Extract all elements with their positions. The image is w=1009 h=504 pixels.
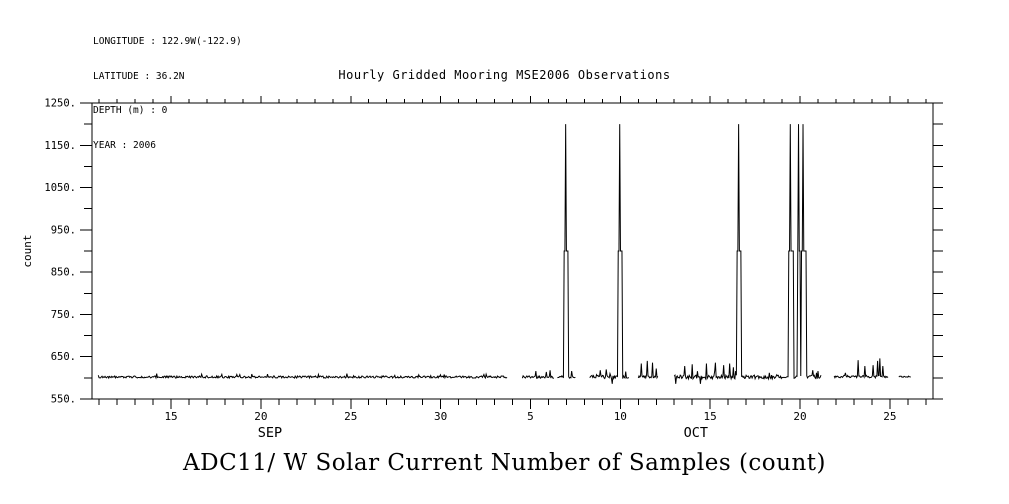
svg-text:550.: 550. bbox=[51, 394, 76, 406]
svg-text:30: 30 bbox=[434, 410, 447, 423]
series-sample-count bbox=[97, 124, 911, 384]
series-segment bbox=[673, 124, 822, 384]
svg-text:950.: 950. bbox=[51, 224, 76, 236]
svg-text:10: 10 bbox=[614, 410, 627, 423]
metadata-longitude: LONGITUDE : 122.9W(-122.9) bbox=[93, 36, 242, 47]
metadata-latitude: LATITUDE : 36.2N bbox=[93, 70, 185, 82]
svg-text:15: 15 bbox=[704, 410, 717, 423]
svg-text:5: 5 bbox=[527, 410, 534, 423]
series-segment bbox=[589, 124, 630, 384]
metadata-year: YEAR : 2006 bbox=[93, 139, 156, 151]
svg-text:1150.: 1150. bbox=[44, 140, 76, 152]
series-segment bbox=[557, 124, 576, 379]
y-axis bbox=[80, 102, 943, 400]
svg-text:20: 20 bbox=[793, 410, 806, 423]
svg-text:25: 25 bbox=[344, 410, 357, 423]
svg-text:15: 15 bbox=[164, 410, 177, 423]
x-axis-labels: 15 20 25 30 5 10 15 20 25 SEP OCT bbox=[164, 410, 896, 441]
svg-text:750.: 750. bbox=[51, 309, 76, 321]
series-segment bbox=[97, 372, 508, 380]
month-label: OCT bbox=[684, 425, 708, 441]
svg-text:20: 20 bbox=[254, 410, 267, 423]
chart-title: Hourly Gridded Mooring MSE2006 Observati… bbox=[338, 68, 671, 82]
svg-text:650.: 650. bbox=[51, 351, 76, 363]
series-segment bbox=[637, 360, 659, 380]
month-label: SEP bbox=[258, 425, 282, 441]
y-axis-labels: 550. 650. 750. 850. 950. 1050. 1150. 1250. count bbox=[21, 98, 76, 406]
series-segment bbox=[521, 370, 554, 379]
chart-bottom-title: ADC11/ W Solar Current Number of Samples… bbox=[183, 450, 826, 476]
series-segment bbox=[898, 375, 911, 378]
svg-text:1050.: 1050. bbox=[44, 182, 76, 194]
series-segment bbox=[833, 358, 889, 380]
metadata-block: LONGITUDE : 122.9W(-122.9) LATITUDE : 36… bbox=[93, 13, 242, 174]
x-axis bbox=[98, 96, 927, 409]
svg-text:25: 25 bbox=[883, 410, 896, 423]
svg-text:850.: 850. bbox=[51, 267, 76, 279]
y-axis-title: count bbox=[21, 234, 34, 267]
metadata-depth: DEPTH (m) : 0 bbox=[93, 105, 168, 116]
svg-text:1250.: 1250. bbox=[44, 98, 76, 110]
